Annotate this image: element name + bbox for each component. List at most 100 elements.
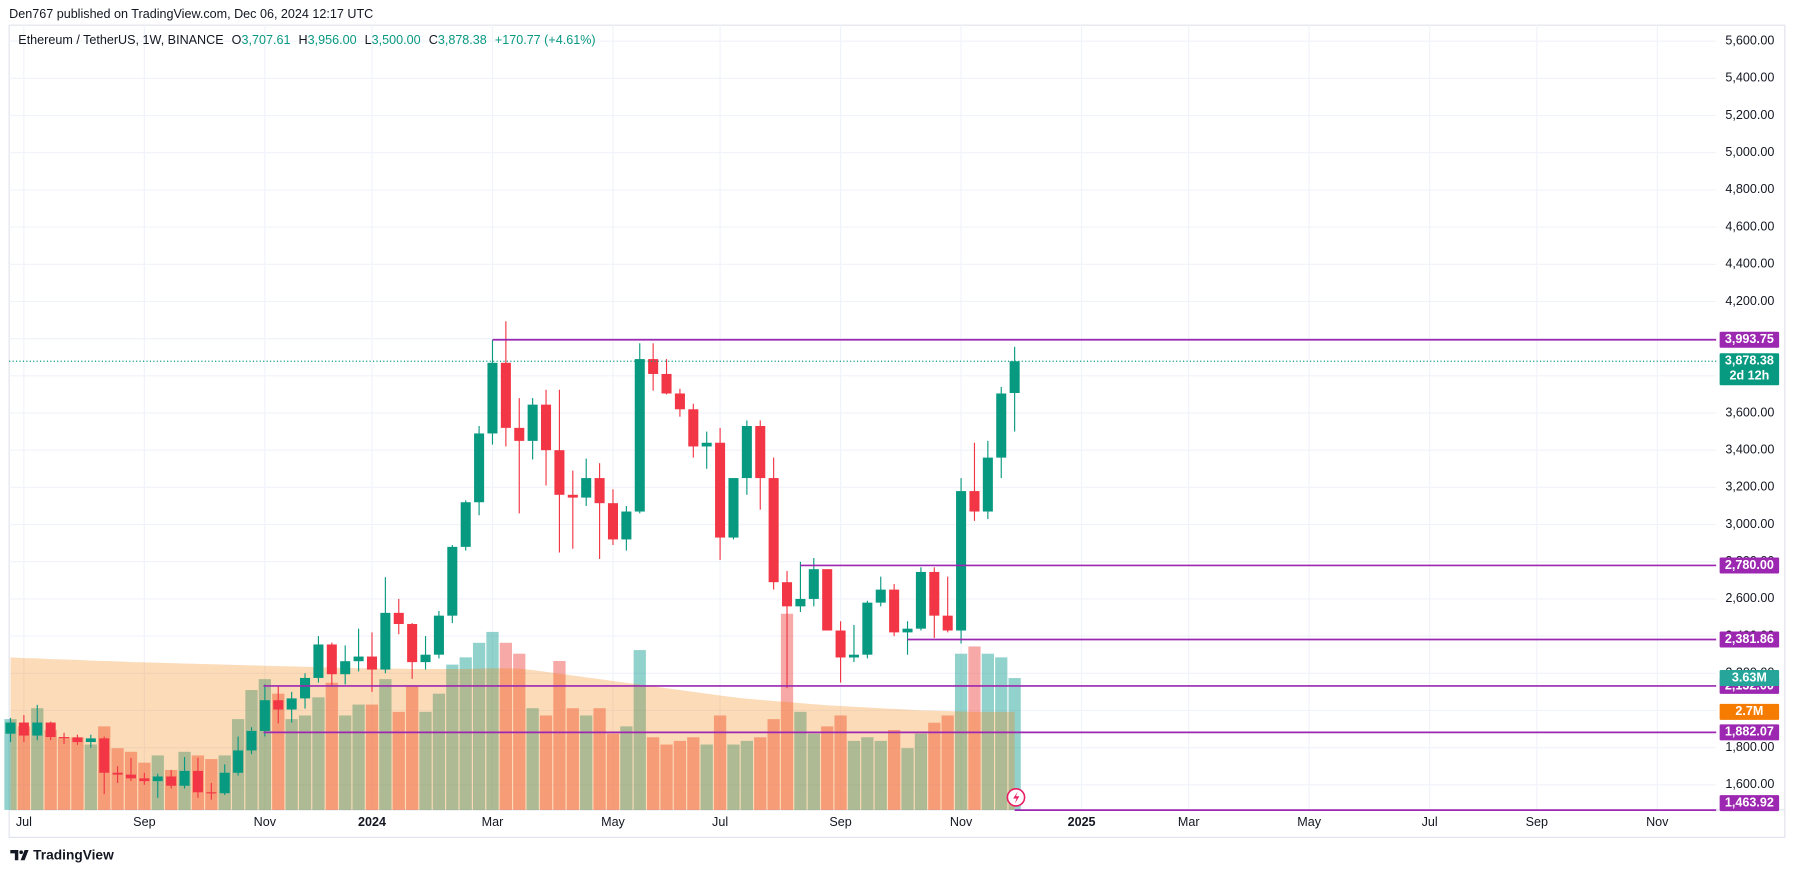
volume-bar [472, 642, 486, 810]
volume-bar [272, 693, 285, 810]
volume-bar [941, 715, 954, 810]
volume-bar [1008, 678, 1021, 810]
candle-body [1009, 361, 1020, 393]
x-tick-label: Nov [1646, 815, 1669, 829]
candle-body [621, 511, 632, 540]
volume-bar [138, 762, 151, 810]
volume-bar [914, 733, 928, 810]
x-tick-label: Mar [1178, 815, 1200, 829]
axis-badge-label: 2.7M [1735, 704, 1763, 718]
volume-bar [365, 704, 379, 810]
volume-bar [995, 657, 1008, 810]
legend-key: O [232, 34, 242, 48]
candle-body [848, 654, 859, 658]
y-tick-label: 3,400.00 [1725, 443, 1774, 457]
candle-body [99, 738, 110, 773]
volume-bar [847, 740, 861, 810]
legend-change: +170.77 (+4.61%) [495, 34, 596, 48]
legend-value: 3,500.00 [372, 34, 421, 48]
candle-body [527, 404, 538, 441]
volume-bar [647, 737, 660, 810]
chart-layer: Jul Sep Nov 2024 Mar May Jul Sep Nov 2025 Mar May Ju… [4, 25, 1785, 829]
x-tick-label: Jul [16, 815, 32, 829]
axis-badge-label: 1,882.07 [1725, 725, 1774, 739]
candle-body [152, 776, 163, 782]
candle-body [782, 582, 793, 607]
candle-body [942, 615, 953, 631]
axis-badge-label: 3.63M [1732, 670, 1767, 684]
volume-bar [901, 748, 914, 810]
volume-bar [794, 711, 807, 810]
candle-body [474, 433, 485, 503]
volume-bar [861, 737, 874, 810]
legend-key: H [299, 34, 308, 48]
volume-bar [807, 733, 820, 810]
candle-body [85, 738, 96, 743]
candle-body [420, 654, 431, 663]
candle-body [72, 737, 83, 743]
candle-body [166, 776, 177, 786]
candle-body [728, 478, 739, 538]
volume-bar [4, 719, 17, 810]
x-tick-label: Jul [712, 815, 728, 829]
legend: Ethereum / TetherUS, 1W, BINANCE O3,707.… [18, 34, 595, 48]
volume-bar [486, 631, 499, 810]
x-tick-label: May [601, 815, 625, 829]
candle-body [541, 404, 552, 451]
x-tick-label: Nov [254, 815, 277, 829]
candle-body [286, 698, 297, 710]
volume-bar [285, 719, 298, 810]
axis-badge-label: 2,780.00 [1725, 558, 1774, 572]
legend-value: 3,956.00 [308, 34, 357, 48]
legend-symbol: Ethereum / TetherUS, 1W, BINANCE [18, 34, 223, 48]
footer-brand: TradingView [33, 847, 114, 862]
candle-body [674, 393, 685, 410]
volume-bar [834, 715, 847, 810]
volume-bar [432, 693, 446, 810]
candle-body [300, 677, 311, 699]
volume-bar [339, 715, 352, 810]
y-tick-label: 3,600.00 [1725, 405, 1774, 419]
candle-body [875, 589, 886, 603]
axis-badge [1719, 795, 1780, 812]
legend-key: C [429, 34, 438, 48]
candle-body [112, 772, 123, 775]
candle-body [768, 478, 779, 583]
y-tick-label: 3,000.00 [1725, 517, 1774, 531]
candle-body [688, 409, 699, 447]
candle-body [18, 722, 29, 736]
axis-badge-label: 3,993.75 [1725, 332, 1774, 346]
y-tick-label: 5,600.00 [1725, 33, 1774, 47]
candle-body [715, 442, 726, 538]
volume-bar [566, 708, 579, 810]
volume-bar [406, 686, 419, 810]
volume-bar [352, 704, 365, 810]
volume-bar [84, 744, 97, 810]
volume-bar [325, 682, 338, 810]
volume-bar [392, 711, 405, 810]
candle-body [353, 656, 364, 662]
candle-body [755, 426, 766, 479]
legend-value: 3,878.38 [438, 34, 487, 48]
axis-badge-label: 1,463.92 [1725, 795, 1774, 809]
candle-body [902, 628, 913, 633]
volume-bar [57, 737, 71, 810]
volume-ma-area [10, 657, 1015, 810]
candle-body [393, 612, 404, 625]
x-tick-label: Sep [133, 815, 155, 829]
candle-body [59, 737, 70, 739]
volume-bar [713, 715, 727, 810]
x-tick-label: Sep [829, 815, 851, 829]
volume-bar [526, 708, 539, 810]
candle-body [795, 598, 806, 607]
y-tick-label: 1,600.00 [1725, 777, 1774, 791]
y-tick-label: 2,600.00 [1725, 591, 1774, 605]
y-tick-label: 5,200.00 [1725, 108, 1774, 122]
candle-body [433, 615, 444, 655]
volume-bar [780, 613, 794, 810]
candle-body [648, 359, 659, 374]
candle-body [822, 569, 833, 631]
volume-bar [44, 730, 57, 810]
candle-body [139, 778, 150, 782]
